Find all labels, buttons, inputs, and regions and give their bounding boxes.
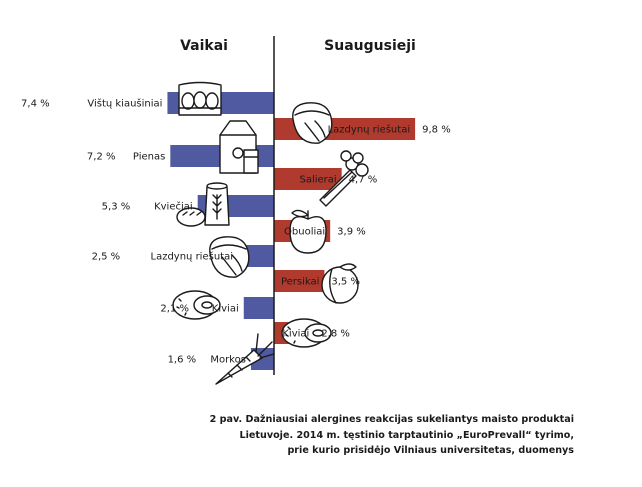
figure-caption: 2 pav. Dažniausiai alergines reakcijas s…: [150, 412, 574, 459]
bar-children-kiviai: [243, 297, 274, 319]
category-label-children-pienas: Pienas: [133, 152, 165, 163]
kiwi-icon: [281, 318, 332, 348]
category-label-children-morkos: Morkos: [210, 355, 246, 366]
apple-icon: [289, 209, 327, 254]
left-title: Vaikai: [180, 38, 228, 54]
value-label-adults-persikai: 3,5 %: [331, 277, 360, 288]
value-label-adults-kiviai: 2,8 %: [321, 329, 350, 340]
caption-line-3: prie kurio prisidėjo Vilniaus universite…: [287, 445, 574, 457]
value-label-children-pienas: 7,2 %: [87, 152, 116, 163]
category-label-children-kvieciai: Kviečiai: [154, 201, 193, 213]
category-label-adults-salierai: Salierai: [299, 175, 336, 186]
right-title: Suaugusieji: [324, 38, 416, 54]
category-label-adults-obuoliai: Obuoliai: [284, 227, 325, 238]
value-label-children-vistu-kiausiniai: 7,4 %: [21, 99, 50, 110]
value-label-children-morkos: 1,6 %: [168, 355, 197, 366]
kiwi-icon: [172, 290, 221, 320]
celery-icon: [319, 150, 369, 207]
caption-line-1: 2 pav. Dažniausiai alergines reakcijas s…: [209, 414, 574, 425]
bar-adults-salierai: [274, 168, 342, 190]
category-label-adults-lazdynu-riesutai: Lazdynų riešutai: [328, 124, 411, 136]
value-label-adults-lazdynu-riesutai: 9,8 %: [422, 125, 451, 136]
value-label-children-kiviai: 2,1 %: [160, 304, 189, 315]
value-label-children-kvieciai: 5,3 %: [102, 202, 131, 213]
wheat-flour-bread-icon: [176, 182, 230, 227]
bar-adults-persikai: [274, 270, 325, 292]
value-label-children-lazdynu-riesutai: 2,5 %: [92, 252, 121, 263]
category-label-children-lazdynu-riesutai: Lazdynų riešutai: [151, 251, 234, 263]
caption-line-2: Lietuvoje. 2014 m. tęstinio tarptautinio…: [239, 429, 575, 441]
category-label-adults-kiviai: Kiviai: [282, 329, 309, 340]
category-label-children-vistu-kiausiniai: Vištų kiaušiniai: [87, 98, 162, 110]
milk-carton-icon: [219, 120, 259, 174]
eggs-carton-icon: [178, 81, 222, 116]
hazelnut-icon: [292, 102, 333, 144]
category-label-children-kiviai: Kiviai: [212, 304, 239, 315]
hazelnut-icon: [209, 236, 250, 278]
value-label-adults-obuoliai: 3,9 %: [337, 227, 366, 238]
peach-icon: [321, 263, 359, 304]
value-label-adults-salierai: 4,7 %: [349, 175, 378, 186]
category-label-adults-persikai: Persikai: [281, 277, 319, 288]
carrot-icon: [215, 333, 275, 385]
